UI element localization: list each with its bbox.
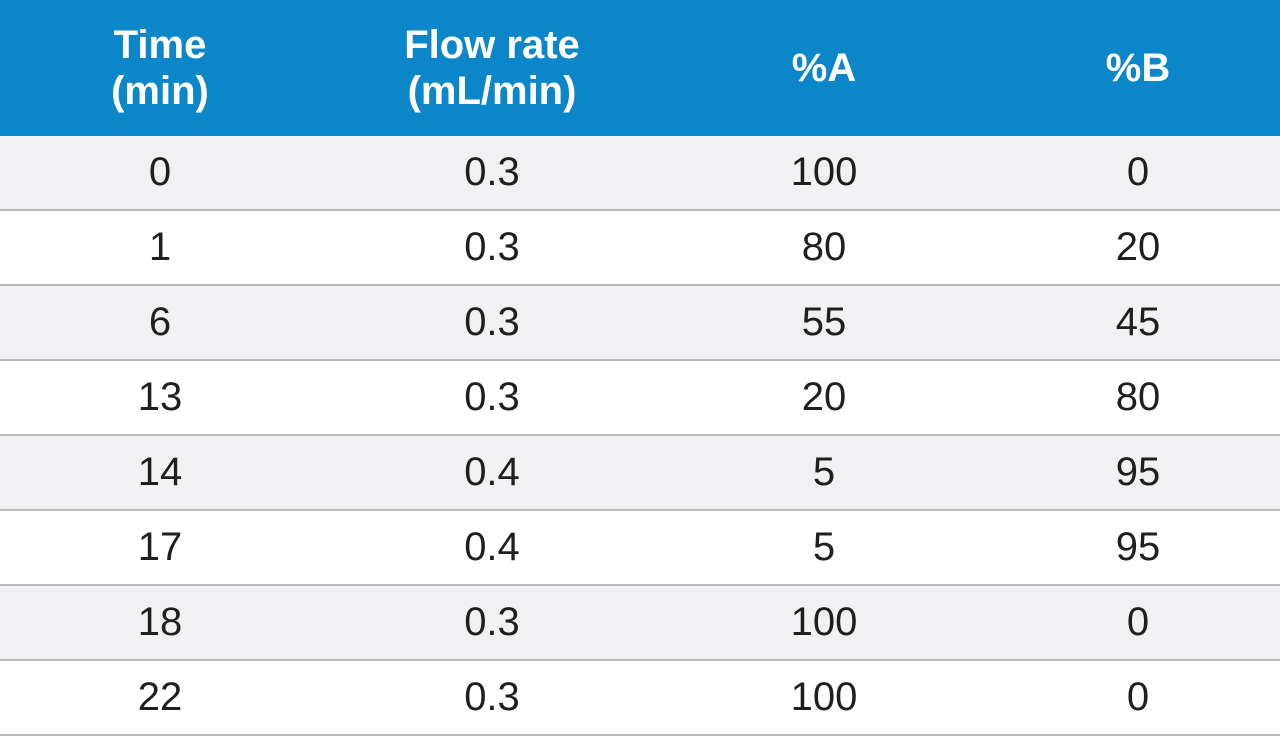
flow-rate-cell: 0.3 xyxy=(464,675,520,719)
flow-rate-cell: 0.3 xyxy=(464,150,520,194)
time-cell: 22 xyxy=(137,675,183,719)
time-cell: 18 xyxy=(137,600,183,644)
time-cell: 13 xyxy=(137,375,183,419)
flow-rate-cell: 0.3 xyxy=(464,300,520,344)
percent-a-cell: 5 xyxy=(812,450,836,494)
time-cell: 1 xyxy=(148,225,172,269)
flow-rate-cell: 0.3 xyxy=(464,600,520,644)
percent-a-cell: 5 xyxy=(812,525,836,569)
percent-a-cell: 55 xyxy=(801,300,847,344)
percent-b-cell: 80 xyxy=(1115,375,1161,419)
percent-a-cell: 100 xyxy=(790,150,858,194)
percent-b-cell: 95 xyxy=(1115,525,1161,569)
table-row: 14 0.4 5 95 xyxy=(0,436,1280,511)
table-row: 6 0.3 55 45 xyxy=(0,286,1280,361)
column-header-percent-b: %B xyxy=(1105,46,1171,90)
table-row: 17 0.4 5 95 xyxy=(0,511,1280,586)
flow-rate-cell: 0.4 xyxy=(464,525,520,569)
table-header: Time (min) Flow rate (mL/min) %A %B xyxy=(0,0,1280,136)
percent-b-cell: 95 xyxy=(1115,450,1161,494)
percent-a-cell: 100 xyxy=(790,675,858,719)
table-row: 0 0.3 100 0 xyxy=(0,136,1280,211)
column-header-flow-rate: Flow rate (mL/min) xyxy=(404,23,580,113)
percent-b-cell: 0 xyxy=(1126,675,1150,719)
percent-a-cell: 100 xyxy=(790,600,858,644)
time-cell: 6 xyxy=(148,300,172,344)
percent-b-cell: 0 xyxy=(1126,600,1150,644)
table-row: 22 0.3 100 0 xyxy=(0,661,1280,736)
table-row: 13 0.3 20 80 xyxy=(0,361,1280,436)
time-cell: 0 xyxy=(148,150,172,194)
percent-b-cell: 0 xyxy=(1126,150,1150,194)
table-row: 18 0.3 100 0 xyxy=(0,586,1280,661)
flow-rate-cell: 0.3 xyxy=(464,375,520,419)
column-header-percent-a: %A xyxy=(791,46,857,90)
time-cell: 17 xyxy=(137,525,183,569)
flow-rate-cell: 0.4 xyxy=(464,450,520,494)
percent-b-cell: 20 xyxy=(1115,225,1161,269)
percent-b-cell: 45 xyxy=(1115,300,1161,344)
percent-a-cell: 80 xyxy=(801,225,847,269)
percent-a-cell: 20 xyxy=(801,375,847,419)
time-cell: 14 xyxy=(137,450,183,494)
column-header-time: Time (min) xyxy=(111,23,209,113)
table-row: 1 0.3 80 20 xyxy=(0,211,1280,286)
flow-rate-cell: 0.3 xyxy=(464,225,520,269)
